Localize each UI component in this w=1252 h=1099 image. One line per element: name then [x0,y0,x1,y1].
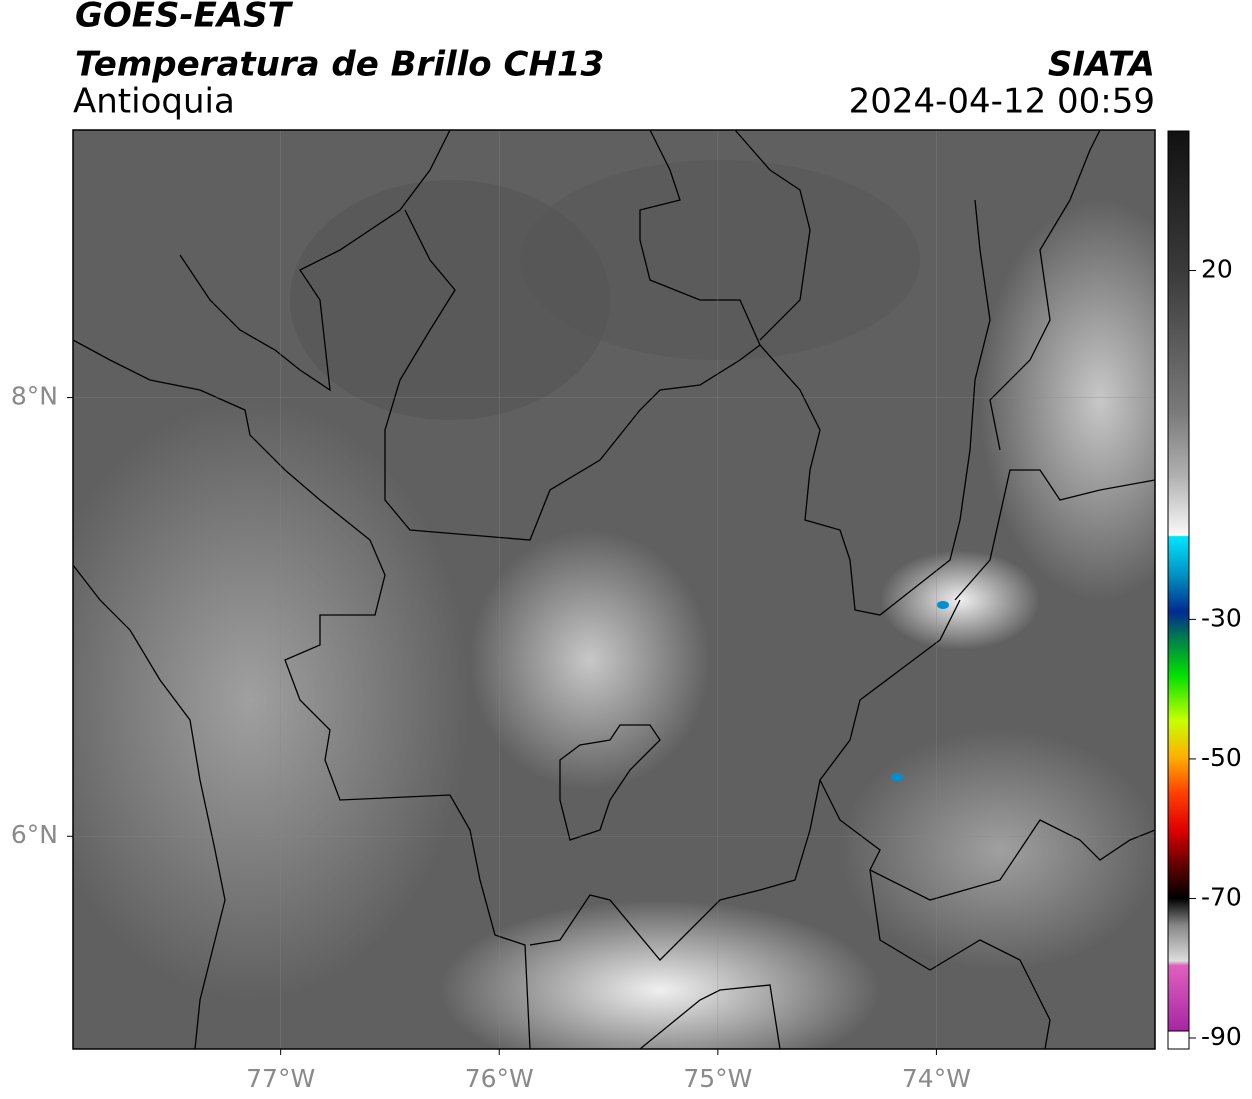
colorbar-tick-label: -50 [1201,743,1242,772]
cold-cloud-top [937,601,949,609]
colorbar-tick-label: -30 [1201,603,1242,632]
municipality-border [559,724,661,841]
cloud [440,900,880,1049]
source: SIATA [1048,45,1155,85]
department-border [529,599,961,961]
x-tick-label: 75°W [683,1064,752,1093]
colorbar-tick-label: -90 [1201,1022,1242,1051]
clear-area [520,160,920,360]
y-tick-label: 6°N [11,820,58,849]
department-border [869,869,1051,1049]
cloud [980,200,1155,600]
cloud [470,530,710,790]
department-border [639,130,761,346]
title: GOES-EAST [75,0,294,36]
coastline [73,339,531,1049]
region: Antioquia [73,82,235,122]
cloud [840,730,1155,970]
map-frame [72,129,1156,1050]
department-border [639,984,781,1049]
coastline [73,564,226,1049]
department-border [989,130,1101,451]
department-border [734,130,811,341]
satellite-image [73,130,1155,1049]
coastline [179,130,451,392]
department-border [819,779,1155,901]
x-tick-label: 77°W [246,1064,315,1093]
colorbar-tick-label: -70 [1201,882,1242,911]
subtitle: Temperatura de Brillo CH13 [75,45,604,85]
cloud [73,400,470,1000]
department-border [954,469,1155,601]
cold-cloud-top [891,773,903,781]
colorbar-extension [1167,1030,1190,1050]
x-tick-label: 76°W [465,1064,534,1093]
colorbar [1168,131,1189,1038]
timestamp: 2024-04-12 00:59 [849,82,1155,122]
x-tick-label: 74°W [902,1064,971,1093]
y-tick-label: 8°N [11,382,58,411]
colorbar-frame [1167,130,1190,1050]
grid [73,130,1155,1049]
colorbar-tick-label: 20 [1201,255,1233,284]
